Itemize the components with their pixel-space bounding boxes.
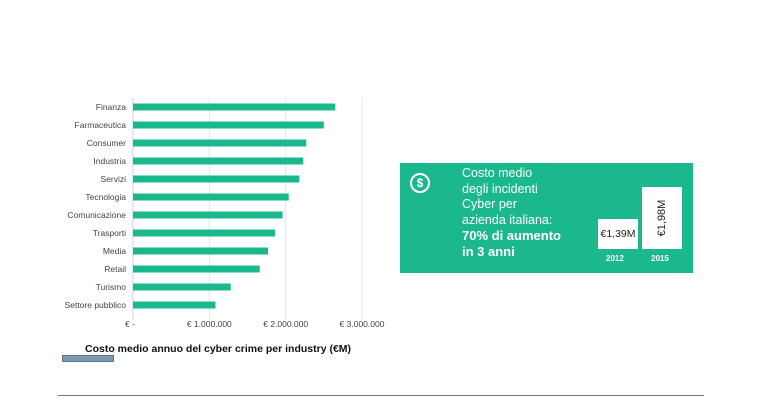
infobox-line: degli incidenti [462,181,538,196]
value-2015-box: €1,98M [642,187,682,249]
value-2015-label: €1,98M [656,199,668,237]
bar [133,121,324,129]
value-2012-box: €1,39M [598,219,638,249]
bar [133,247,269,255]
bar [133,211,283,219]
caption-underline-bar [62,355,114,362]
bar [133,175,300,183]
infobox-line: Cyber per [462,197,517,211]
x-tick-label: € - [125,319,135,329]
infobox-text: Costo medio degli incidenti Cyber per az… [462,166,612,259]
category-label: Turismo [96,282,127,292]
category-label: Consumer [87,138,126,148]
year-2015-label: 2015 [651,254,669,263]
infobox-line: Costo medio [462,166,533,180]
infobox-highlight: in 3 anni [462,243,515,259]
category-label: Trasporti [93,228,126,238]
category-label: Finanza [96,102,127,112]
category-label: Tecnologia [85,192,126,202]
bar [133,301,216,309]
category-label: Retail [104,264,126,274]
bar [133,139,307,147]
x-tick-label: € 2.000.000 [263,319,308,329]
category-label: Settore pubblico [65,300,127,310]
infobox-highlight: 70% di aumento [462,228,561,243]
year-2012-label: 2012 [606,254,624,263]
bar [133,265,260,273]
category-label: Farmaceutica [75,120,127,130]
bar [133,193,289,201]
x-tick-label: € 1.000.000 [187,319,232,329]
category-label: Servizi [100,174,126,184]
x-tick-label: € 3.000.000 [340,319,385,329]
cost-infobox: $ Costo medio degli incidenti Cyber per … [400,163,693,273]
bar [133,229,275,237]
category-label: Industria [93,156,126,166]
bottom-divider [58,395,704,396]
bar [133,283,231,291]
category-label: Comunicazione [67,210,126,220]
infobox-line: azienda italiana: [462,212,553,227]
dollar-coin-icon: $ [410,173,430,193]
bar [133,103,336,111]
bar [133,157,304,165]
chart-title: Costo medio annuo del cyber crime per in… [85,343,352,355]
category-label: Media [103,246,126,256]
